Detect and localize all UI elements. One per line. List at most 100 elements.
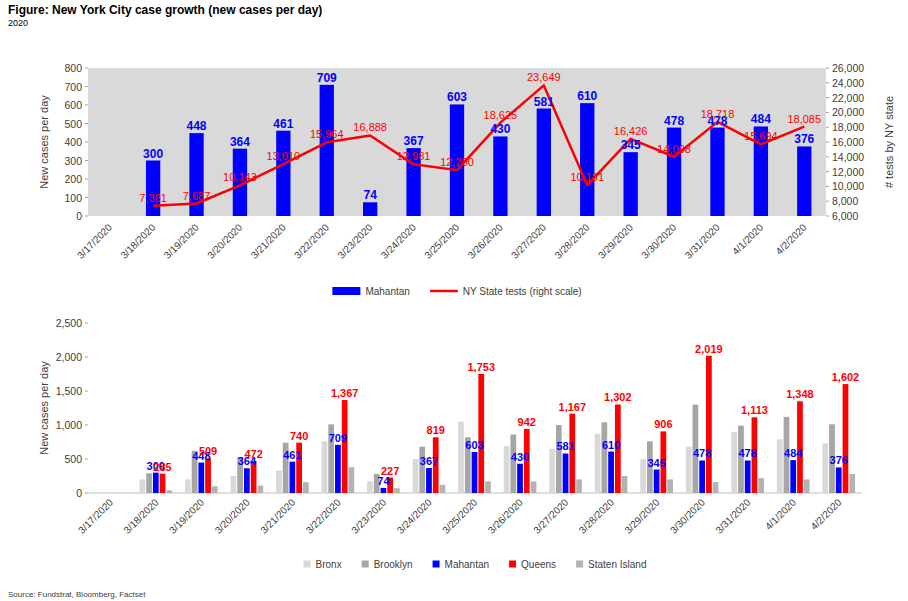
x-tick-label: 3/21/2020	[249, 221, 289, 261]
tick-label: 8,000	[832, 195, 858, 207]
bar	[531, 481, 537, 493]
bar	[699, 460, 705, 493]
bar	[198, 463, 204, 493]
x-tick-label: 3/31/2020	[713, 496, 753, 536]
bar	[303, 482, 309, 493]
x-tick-label: 3/18/2020	[118, 221, 158, 261]
data-label: 364	[230, 135, 250, 149]
bar	[706, 356, 712, 493]
bar	[822, 443, 828, 493]
bar	[426, 468, 432, 493]
figure: Figure: New York City case growth (new c…	[0, 0, 908, 601]
bar	[166, 490, 172, 493]
bar	[146, 473, 152, 493]
data-label: 610	[577, 89, 597, 103]
bar	[478, 374, 484, 493]
bar	[608, 452, 614, 493]
x-tick-label: 3/24/2020	[395, 496, 435, 536]
tick-label: 700	[64, 81, 82, 93]
x-tick-label: 3/25/2020	[440, 496, 480, 536]
bar	[290, 462, 296, 493]
tick	[826, 68, 829, 69]
tick-label: 22,000	[832, 92, 864, 104]
tick	[826, 156, 829, 157]
tick-label: 500	[64, 453, 82, 465]
y2-axis-label: # tests by NY state	[883, 96, 895, 188]
bar	[244, 468, 250, 493]
marks	[146, 85, 812, 216]
bar	[537, 109, 551, 216]
data-label: 1,302	[604, 391, 632, 403]
data-label: 430	[490, 122, 510, 136]
x-tick-label: 3/20/2020	[205, 221, 245, 261]
legend-label: NY State tests (right scale)	[463, 286, 582, 297]
tick	[85, 391, 88, 392]
x-tick-label: 4/2/2020	[773, 221, 809, 257]
data-label: 603	[465, 439, 483, 451]
bar	[517, 464, 523, 493]
x-tick-label: 3/27/2020	[531, 496, 571, 536]
x-tick-label: 3/31/2020	[683, 221, 723, 261]
x-tick-label: 4/2/2020	[808, 496, 844, 532]
data-label: 581	[534, 95, 554, 109]
bar	[335, 445, 341, 493]
x-tick-label: 3/19/2020	[162, 221, 202, 261]
data-label: 509	[199, 445, 217, 457]
bar	[654, 470, 660, 493]
legend-label: Queens	[521, 559, 556, 570]
data-label: 448	[187, 119, 207, 133]
bar	[231, 476, 237, 493]
tick	[85, 459, 88, 460]
x-tick-label: 3/18/2020	[121, 496, 161, 536]
x-tick-label: 3/29/2020	[622, 496, 662, 536]
tick-label: 20,000	[832, 106, 864, 118]
bar	[504, 446, 510, 493]
tick	[85, 357, 88, 358]
bar	[153, 473, 159, 493]
bar	[367, 481, 373, 493]
data-label: 1,113	[741, 404, 768, 416]
page: {"title":"Figure: New York City case gro…	[0, 0, 908, 601]
x-tick-label: 3/19/2020	[167, 496, 207, 536]
data-label: 1,167	[559, 401, 587, 413]
x-tick-label: 3/17/2020	[75, 221, 115, 261]
tick-label: 10,000	[832, 180, 864, 192]
tick-label: 600	[64, 99, 82, 111]
bar	[205, 458, 211, 493]
bar	[549, 449, 555, 493]
data-label: 478	[693, 447, 711, 459]
data-label: 12,200	[440, 156, 474, 168]
tick	[826, 171, 829, 172]
bar	[472, 452, 478, 493]
data-label: 484	[751, 112, 771, 126]
tick	[826, 201, 829, 202]
tick	[826, 112, 829, 113]
tick-label: 18,000	[832, 121, 864, 133]
tick	[826, 82, 829, 83]
legend-label: Staten Island	[588, 559, 646, 570]
tick	[85, 197, 88, 198]
bar	[563, 453, 569, 493]
tick-label: 0	[76, 210, 82, 222]
legend-label: Bronx	[316, 559, 342, 570]
data-label: 478	[664, 114, 684, 128]
data-label: 7,381	[139, 192, 167, 204]
bar	[394, 488, 400, 493]
data-label: 16,426	[614, 125, 648, 137]
x-tick-label: 3/30/2020	[668, 496, 708, 536]
tick	[85, 216, 88, 217]
data-label: 15,694	[744, 130, 778, 142]
data-label: 461	[283, 449, 301, 461]
figure-title: Figure: New York City case growth (new c…	[8, 3, 322, 17]
data-label: 610	[602, 439, 620, 451]
data-label: 1,753	[467, 361, 495, 373]
legend: BronxBrooklynMahantanQueensStaten Island	[304, 559, 647, 570]
bar	[622, 476, 628, 493]
bar	[623, 152, 637, 216]
x-tick-label: 3/29/2020	[596, 221, 636, 261]
data-label: 478	[738, 447, 756, 459]
bar	[686, 447, 692, 493]
legend-swatch	[332, 287, 360, 295]
x-tick-label: 3/23/2020	[349, 496, 389, 536]
figure-subtitle: 2020	[8, 18, 28, 28]
